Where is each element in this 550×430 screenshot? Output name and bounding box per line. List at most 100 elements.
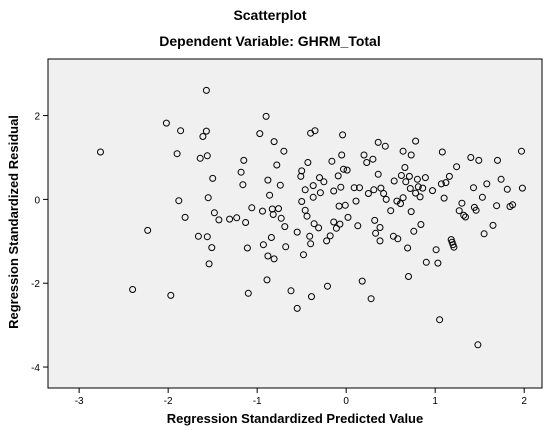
scatter-point <box>341 201 349 209</box>
scatter-point <box>419 184 427 192</box>
scatter-point <box>167 291 175 299</box>
scatter-point <box>397 200 404 208</box>
scatter-point <box>338 151 346 159</box>
scatter-point <box>480 230 488 238</box>
scatter-point <box>407 208 415 216</box>
scatter-point <box>328 157 336 165</box>
scatter-point <box>412 137 420 145</box>
scatter-point <box>293 304 301 312</box>
scatter-point <box>256 130 264 138</box>
x-tick-label: 2 <box>521 396 527 407</box>
scatter-point <box>248 204 256 212</box>
scatter-point <box>497 175 505 183</box>
scatter-point <box>144 226 152 234</box>
scatter-point <box>340 165 347 173</box>
scatter-point <box>324 282 331 290</box>
scatter-point <box>181 213 189 221</box>
scatter-point <box>242 219 250 226</box>
scatter-point <box>175 197 183 205</box>
scatter-point <box>467 154 475 161</box>
scatter-point <box>453 163 461 171</box>
scatter-point <box>320 178 328 186</box>
scatter-point <box>334 172 342 180</box>
scatter-point <box>330 218 338 226</box>
x-tick-label: -2 <box>164 396 173 407</box>
scatter-point <box>377 184 385 192</box>
scatter-point <box>315 224 323 232</box>
scatter-point <box>494 156 501 164</box>
scatter-point <box>298 198 306 205</box>
scatter-point <box>287 287 295 295</box>
scatter-point <box>432 246 440 254</box>
scatter-point <box>350 184 358 192</box>
scatter-point <box>354 222 362 230</box>
chart-title: Scatterplot <box>233 7 306 23</box>
scatter-point <box>309 182 317 190</box>
plot-area <box>47 58 543 389</box>
scatter-point <box>203 152 211 160</box>
scatter-point <box>316 189 324 197</box>
scatter-point <box>421 174 429 182</box>
scatter-point <box>97 148 104 156</box>
scatter-point <box>414 183 422 191</box>
scatter-point <box>293 228 301 236</box>
scatter-points <box>97 86 526 349</box>
scatter-point <box>429 187 436 195</box>
scatter-point <box>202 127 210 135</box>
scatter-point <box>358 277 366 285</box>
scatter-point <box>518 147 525 155</box>
scatter-point <box>210 209 218 217</box>
scatter-point <box>326 232 334 240</box>
scatter-point <box>390 177 398 185</box>
scatter-point <box>371 216 379 224</box>
scatter-point <box>364 190 372 197</box>
scatter-point <box>450 243 458 251</box>
scatter-point <box>381 142 389 150</box>
scatter-point <box>194 232 202 240</box>
scatter-point <box>478 193 486 201</box>
scatter-point <box>264 252 272 260</box>
scatter-point <box>311 127 319 135</box>
scatter-point <box>360 151 368 159</box>
scatter-point <box>344 213 352 221</box>
scatter-point <box>483 180 491 188</box>
scatter-point <box>399 194 407 202</box>
scatter-point <box>337 183 345 191</box>
scatter-point <box>438 148 446 156</box>
scatter-point <box>204 194 212 202</box>
scatter-point <box>509 201 517 209</box>
scatter-point <box>404 244 412 252</box>
scatter-point <box>281 223 289 231</box>
scatter-point <box>472 206 480 214</box>
scatter-point <box>300 251 307 259</box>
scatter-point <box>308 293 315 301</box>
scatter-point <box>129 286 137 293</box>
scatter-point <box>332 224 340 232</box>
scatter-point <box>455 207 463 215</box>
scatter-point <box>239 181 247 189</box>
scatter-point <box>215 216 223 224</box>
scatter-point <box>310 220 318 228</box>
scatter-point <box>503 185 511 193</box>
scatter-point <box>266 191 274 199</box>
scatter-point <box>369 155 377 163</box>
scatter-point <box>462 213 469 221</box>
scatter-point <box>336 220 344 228</box>
scatter-point <box>339 131 347 139</box>
scatter-point <box>276 181 284 189</box>
x-tick-label: -3 <box>75 396 84 407</box>
scatter-point <box>237 168 245 176</box>
y-tick-label: -4 <box>31 363 40 374</box>
scatter-point <box>243 244 251 252</box>
scatter-point <box>394 235 402 243</box>
scatter-point <box>199 133 207 140</box>
scatter-point <box>298 167 306 175</box>
scatter-point <box>309 193 317 201</box>
y-axis-label: Regression Standardized Residual <box>6 115 21 329</box>
scatter-point <box>270 138 278 146</box>
scatter-point <box>203 233 211 241</box>
scatter-point <box>352 197 360 205</box>
scatter-point <box>240 156 248 164</box>
scatter-point <box>356 184 363 192</box>
